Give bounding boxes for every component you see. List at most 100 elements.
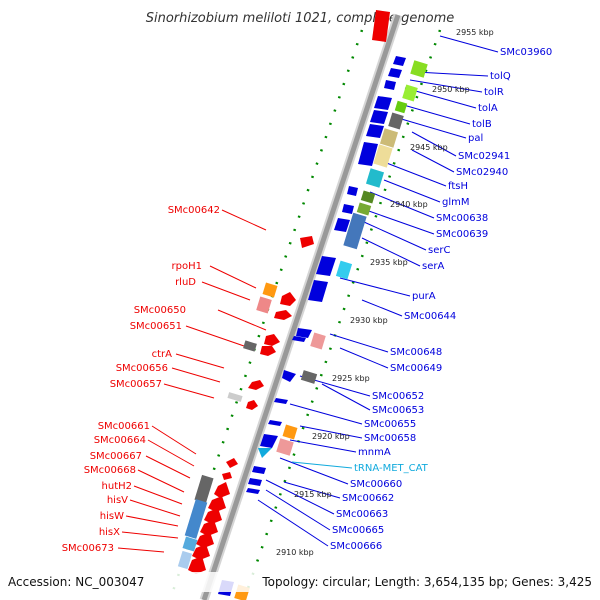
gene-label[interactable]: tolQ [490, 71, 511, 82]
feature-forward [370, 110, 388, 124]
gene-label[interactable]: tolA [478, 103, 498, 114]
leader-lines-left [117, 209, 267, 553]
feature-block [227, 392, 243, 402]
gene-label[interactable]: SMc00667 [90, 451, 142, 462]
gene-label[interactable]: SMc00663 [336, 509, 388, 520]
feature-block [388, 112, 404, 130]
feature-reverse [274, 310, 292, 320]
gene-label[interactable]: SMc00664 [94, 435, 146, 446]
gene-label[interactable]: SMc00652 [372, 391, 424, 402]
feature-reverse [260, 346, 276, 356]
feature-forward [358, 142, 378, 166]
feature-reverse [372, 10, 390, 42]
kbp-label: 2945 kbp [410, 143, 448, 152]
feature-reverse [200, 520, 218, 536]
leader-lines-right [257, 35, 499, 547]
gene-label[interactable]: tolB [472, 119, 492, 130]
gene-label[interactable]: serA [422, 261, 444, 272]
gene-label[interactable]: SMc03960 [500, 47, 552, 58]
footer-backdrop [0, 572, 600, 592]
feature-block [379, 128, 399, 148]
feature-block [182, 536, 198, 552]
gene-label[interactable]: SMc00650 [134, 305, 186, 316]
gene-label[interactable]: SMc00644 [404, 311, 456, 322]
feature-block [365, 168, 385, 188]
feature-reverse [300, 236, 314, 248]
feature-block [276, 438, 294, 456]
gene-label[interactable]: tolR [484, 87, 504, 98]
feature-forward [374, 96, 392, 110]
reverse-features [188, 10, 390, 574]
feature-reverse [214, 482, 230, 498]
kbp-label: 2930 kbp [350, 316, 388, 325]
gene-label[interactable]: SMc00639 [436, 229, 488, 240]
feature-reverse [196, 532, 214, 548]
feature-block [282, 424, 298, 440]
feature-block [373, 144, 393, 168]
feature-block [360, 190, 376, 204]
gene-label[interactable]: SMc00661 [98, 421, 150, 432]
kbp-label: 2920 kbp [312, 432, 350, 441]
gene-label[interactable]: SMc00668 [84, 465, 136, 476]
feature-block [256, 296, 272, 314]
forward-features [218, 56, 406, 596]
gene-label[interactable]: SMc00658 [364, 433, 416, 444]
feature-block [177, 550, 193, 570]
gene-label[interactable]: hisV [107, 495, 128, 506]
gene-label[interactable]: purA [412, 291, 436, 302]
gene-label[interactable]: serC [428, 245, 450, 256]
gene-label[interactable]: SMc00653 [372, 405, 424, 416]
gene-label[interactable]: SMc00666 [330, 541, 382, 552]
feature-block [335, 260, 353, 280]
gene-label[interactable]: mnmA [358, 447, 391, 458]
map-title: Sinorhizobium meliloti 1021, complete ge… [146, 11, 455, 26]
topology-text: Topology: circular; Length: 3,654,135 bp… [261, 575, 592, 589]
feature-block [394, 100, 408, 114]
kbp-label: 2910 kbp [276, 548, 314, 557]
gene-label[interactable]: rpoH1 [172, 261, 202, 272]
gene-label[interactable]: glmM [442, 197, 470, 208]
feature-reverse [264, 334, 280, 346]
gene-label[interactable]: SMc00656 [116, 363, 168, 374]
kbp-label: 2925 kbp [332, 374, 370, 383]
gene-label[interactable]: ctrA [152, 349, 173, 360]
gene-label[interactable]: SMc00638 [436, 213, 488, 224]
feature-reverse [280, 292, 296, 306]
gene-label[interactable]: SMc00648 [390, 347, 442, 358]
gene-label[interactable]: hisW [100, 511, 124, 522]
gene-label[interactable]: SMc00657 [110, 379, 162, 390]
feature-reverse [222, 472, 232, 480]
feature-forward [334, 218, 350, 232]
gene-label[interactable]: SMc00660 [350, 479, 402, 490]
feature-forward [388, 68, 402, 78]
gene-label[interactable]: SMc02940 [456, 167, 508, 178]
feature-forward [246, 488, 260, 494]
gene-label[interactable]: hisX [99, 527, 120, 538]
feature-forward [316, 256, 336, 276]
gene-label[interactable]: SMc02941 [458, 151, 510, 162]
gene-label[interactable]: SMc00642 [168, 205, 220, 216]
gene-label[interactable]: SMc00651 [130, 321, 182, 332]
feature-block [343, 212, 367, 250]
gene-label[interactable]: SMc00655 [364, 419, 416, 430]
gene-label[interactable]: hutH2 [102, 481, 132, 492]
feature-forward [260, 434, 278, 448]
feature-forward [248, 478, 262, 486]
gene-label[interactable]: SMc00665 [332, 525, 384, 536]
gene-label-trna[interactable]: tRNA-MET_CAT [354, 463, 429, 474]
accession-text: Accession: NC_003047 [8, 575, 144, 589]
feature-reverse [246, 400, 258, 410]
feature-forward [393, 56, 406, 66]
gene-label[interactable]: pal [468, 133, 483, 144]
kbp-labels: 2955 kbp 2950 kbp 2945 kbp 2940 kbp 2935… [276, 28, 494, 557]
feature-block [402, 84, 418, 102]
gene-label[interactable]: ftsH [448, 181, 468, 192]
gene-label[interactable]: SMc00662 [342, 493, 394, 504]
gene-label[interactable]: SMc00673 [62, 543, 114, 554]
feature-block [184, 499, 208, 539]
feature-forward [296, 328, 312, 338]
feature-forward [282, 370, 296, 382]
gene-label[interactable]: rluD [175, 277, 196, 288]
gene-label[interactable]: SMc00649 [390, 363, 442, 374]
